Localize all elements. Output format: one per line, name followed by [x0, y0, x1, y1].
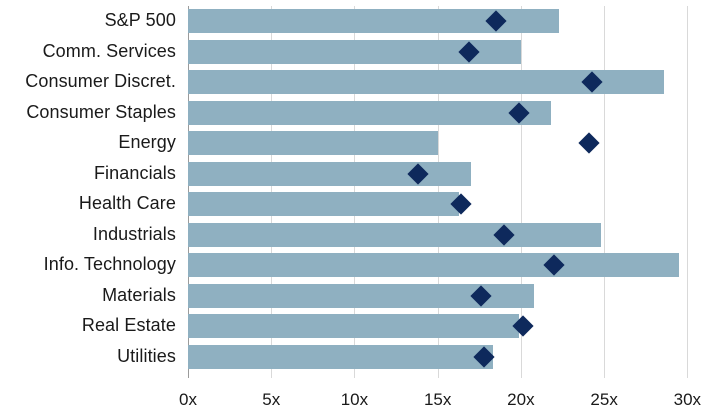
x-axis-tick-label-25x: 25x [590, 390, 618, 409]
category-label-industrials: Industrials [92, 223, 176, 244]
y-axis-line [188, 6, 189, 378]
x-axis-tick-label-20x: 20x [507, 390, 535, 409]
category-label-consumer-discret: Consumer Discret. [25, 71, 176, 92]
x-axis-tick-label-0x: 0x [179, 390, 197, 409]
gridline-30x [687, 6, 689, 378]
category-label-health-care: Health Care [78, 193, 176, 214]
pe-bar [188, 344, 493, 369]
category-label-materials: Materials [102, 284, 176, 305]
x-axis-tick-label-30x: 30x [673, 390, 702, 409]
x-axis: 0x 5x 10x 15x 20x 25x 30x [179, 372, 704, 417]
gridline-25x [604, 6, 606, 378]
pe-bar [188, 222, 601, 247]
pe-bar [188, 100, 551, 125]
category-label-s-p-500: S&P 500 [104, 10, 176, 31]
category-label-utilities: Utilities [117, 345, 176, 366]
gridline-15x [437, 6, 439, 378]
x-axis-tick-label-5x: 5x [262, 390, 281, 409]
category-label-energy: Energy [118, 132, 176, 153]
category-axis: S&P 500 Comm. Services Consumer Discret. Co… [0, 6, 182, 372]
pe-bar [188, 314, 520, 339]
category-label-financials: Financials [93, 162, 176, 183]
category-label-comm-services: Comm. Services [42, 40, 176, 61]
pe-bar [188, 131, 438, 156]
category-label-consumer-staples: Consumer Staples [26, 101, 176, 122]
x-axis-tick-label-15x: 15x [423, 390, 452, 409]
gridline-10x [354, 6, 356, 378]
category-label-real-estate: Real Estate [81, 315, 176, 336]
category-label-info-technology: Info. Technology [43, 254, 176, 275]
plot-area [188, 6, 704, 378]
gridline-5x [271, 6, 273, 378]
pe-bar [188, 192, 460, 217]
x-axis-tick-label-10x: 10x [340, 390, 369, 409]
gridline-20x [520, 6, 522, 378]
average-diamond-marker [578, 132, 600, 154]
pe-bar [188, 253, 680, 278]
